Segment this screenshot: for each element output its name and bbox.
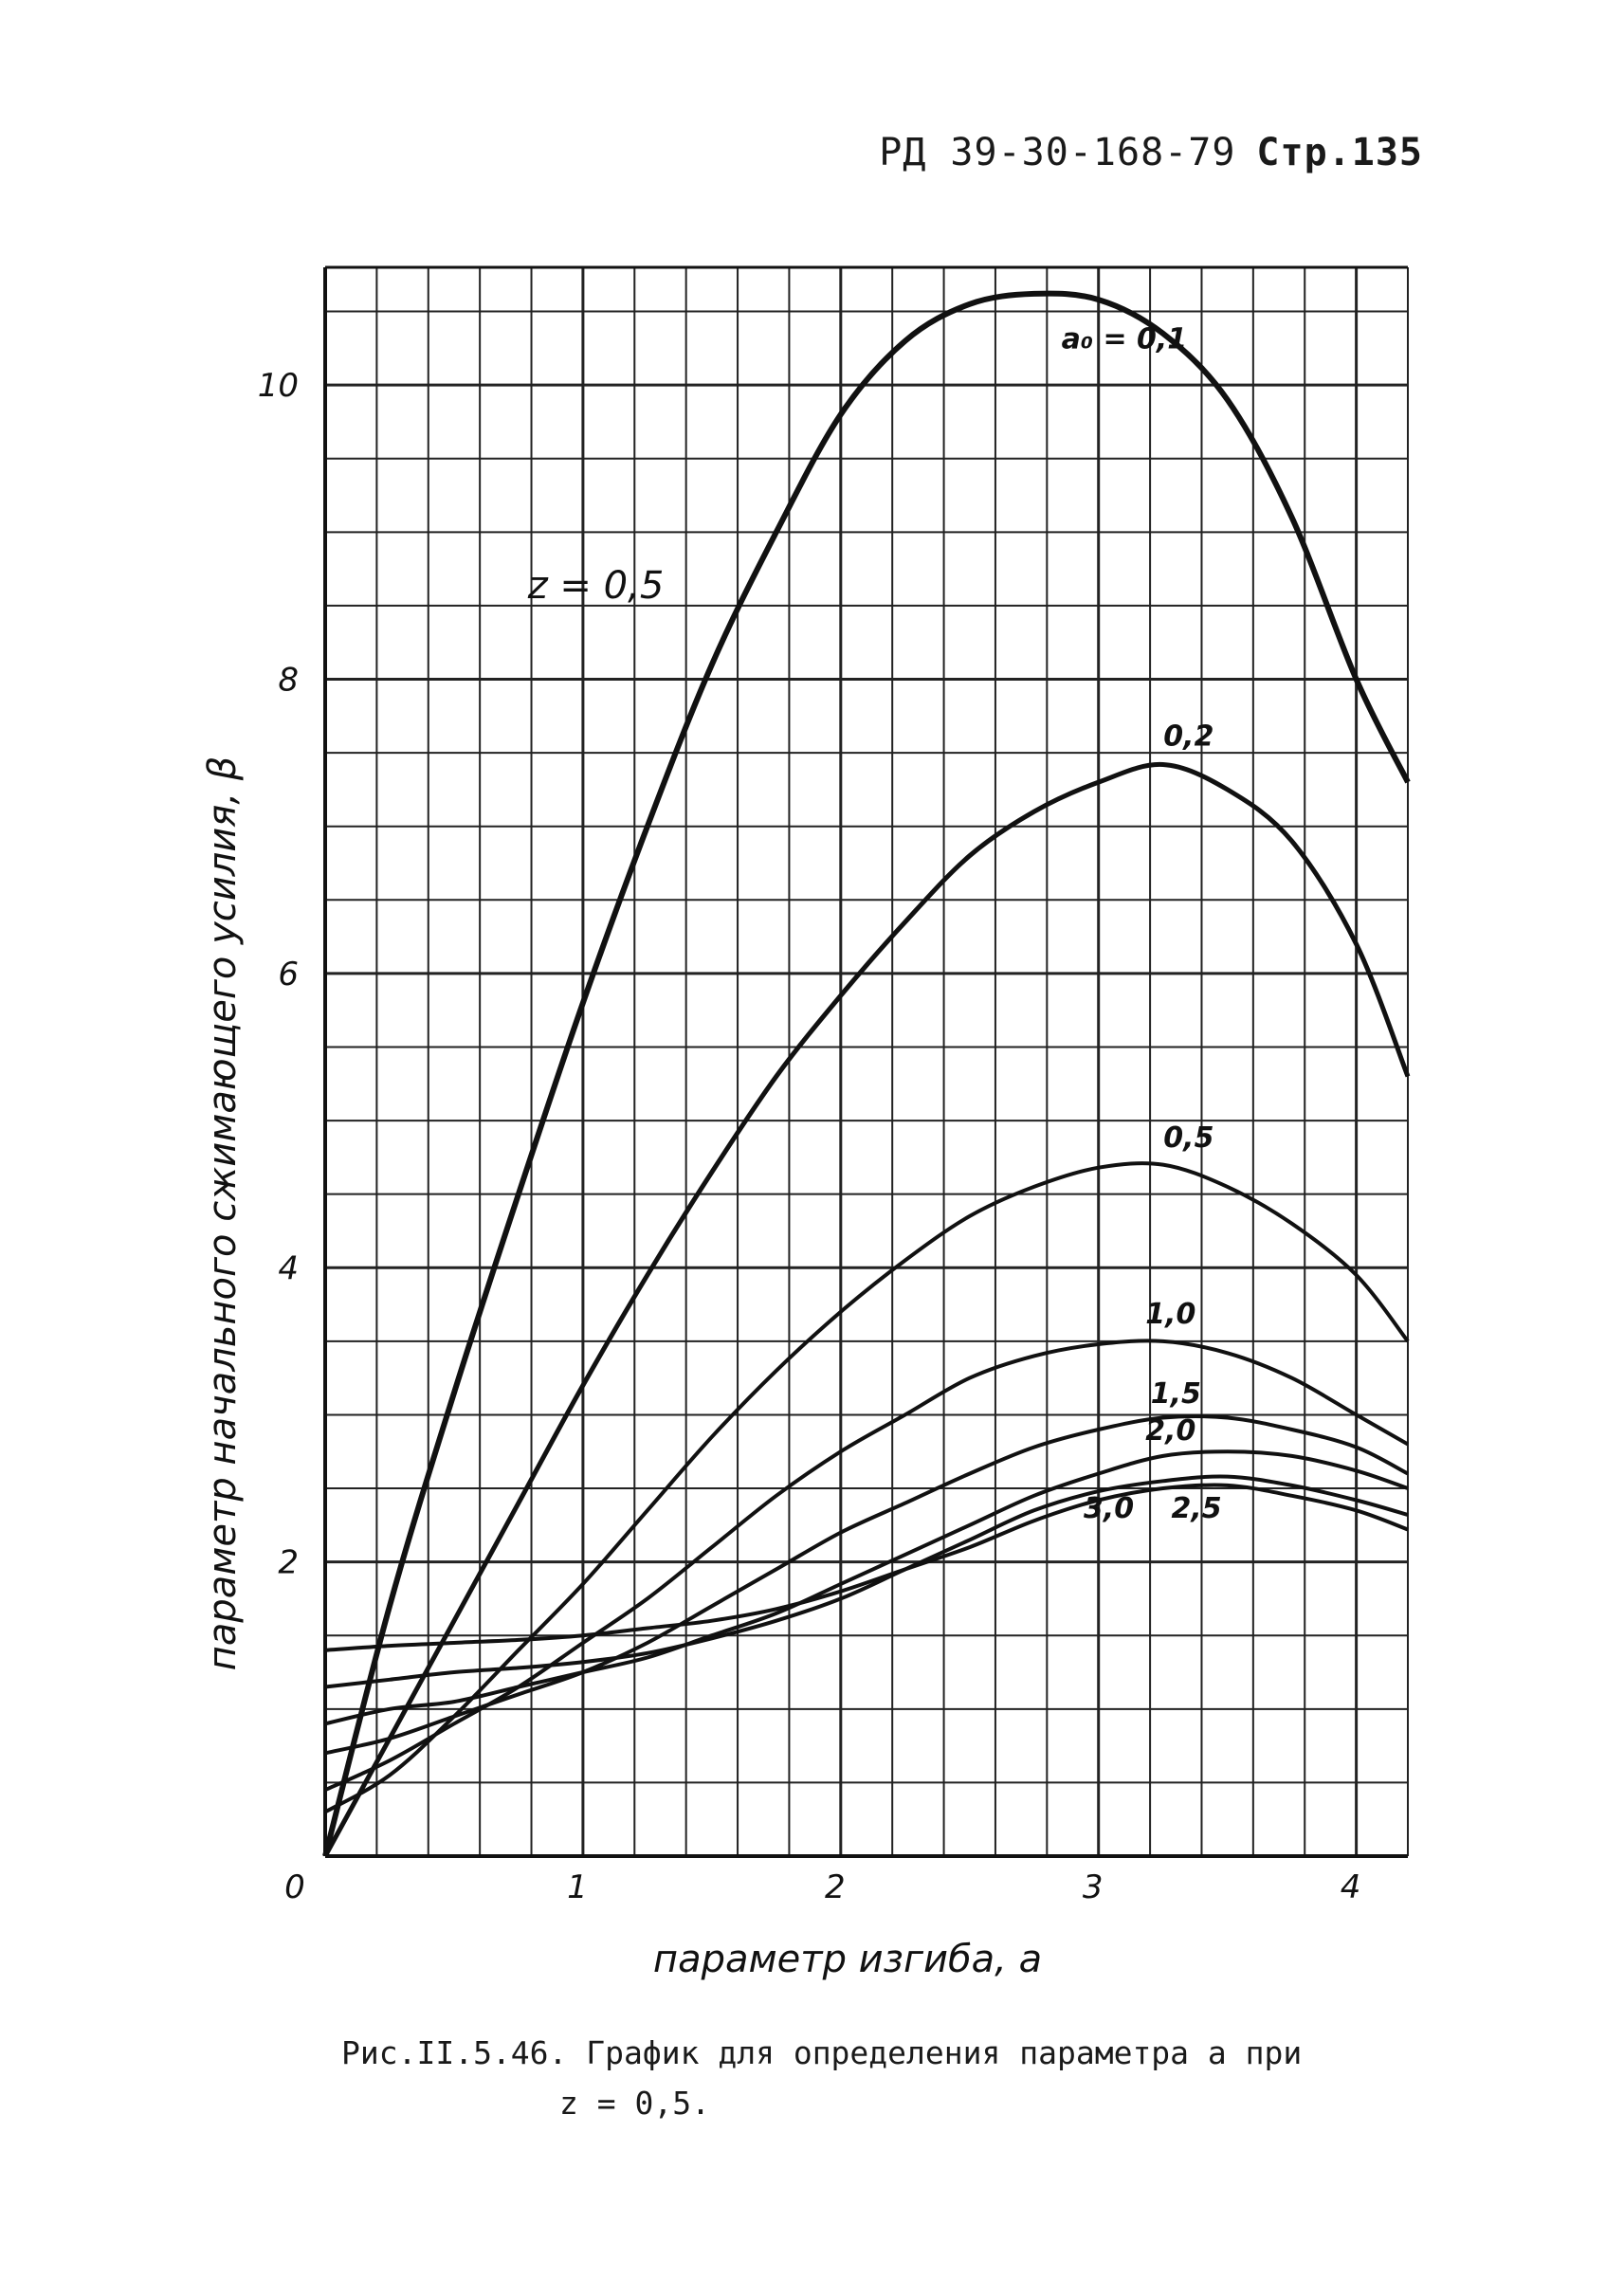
series-line-4 — [324, 1339, 1409, 1793]
y-tick-label: 6 — [278, 956, 299, 993]
series-line-1 — [322, 290, 1411, 1857]
series-line-6 — [324, 1449, 1409, 1726]
y-tick-label: 10 — [258, 367, 299, 405]
series-label-5: 1,5 — [1151, 1377, 1201, 1411]
caption-line-2: z = 0,5. — [559, 2084, 710, 2122]
page-number: Стр.135 — [1256, 131, 1423, 174]
series-label-3: 0,5 — [1163, 1121, 1213, 1155]
series-label-6: 2,0 — [1145, 1414, 1195, 1448]
x-tick-label: 1 — [567, 1868, 588, 1906]
document-header: РД 39-30-168-79 Стр.135 — [879, 131, 1423, 174]
series-line-7 — [324, 1474, 1409, 1689]
y-axis-title: параметр начального сжимающего усилия, β — [201, 756, 245, 1671]
series-label-8: 3,0 — [1084, 1492, 1134, 1525]
series-line-3 — [324, 1161, 1410, 1814]
z-annotation: z = 0,5 — [527, 564, 665, 608]
x-tick-label: 3 — [1083, 1868, 1104, 1906]
x-axis-title: параметр изгиба, a — [653, 1938, 1042, 1981]
chart: 0 1 2 3 4 2 4 6 8 10 параметр изгиба, a параметр на… — [201, 265, 1411, 1981]
y-tick-label: 2 — [278, 1544, 299, 1582]
series-label-4: 1,0 — [1145, 1298, 1195, 1331]
series-label-1: a₀ = 0,1 — [1062, 322, 1188, 355]
chart-series — [322, 290, 1411, 1858]
chart-labels: z = 0,5 a₀ = 0,1 0,2 0,5 1,0 1,52,0 2,5 3,0 — [527, 322, 1222, 1525]
series-line-8 — [324, 1483, 1409, 1652]
document-code: РД 39-30-168-79 — [879, 131, 1236, 174]
y-tick-label: 4 — [278, 1249, 299, 1287]
chart-axes: 0 1 2 3 4 2 4 6 8 10 параметр изгиба, a параметр на… — [201, 267, 1408, 1981]
series-label-2: 0,2 — [1163, 720, 1213, 753]
figure-caption: Рис.II.5.46. График для определения пара… — [341, 2029, 1384, 2129]
series-line-5 — [324, 1414, 1409, 1756]
chart-grid — [323, 265, 1409, 1858]
series-label-7: 2,5 — [1171, 1492, 1221, 1525]
y-tick-label: 8 — [278, 662, 299, 700]
x-tick-label: 0 — [284, 1868, 305, 1906]
x-tick-label: 2 — [825, 1868, 846, 1906]
caption-line-1: Рис.II.5.46. График для определения пара… — [341, 2034, 1303, 2071]
series-line-2 — [322, 761, 1411, 1858]
x-tick-label: 4 — [1341, 1868, 1361, 1906]
